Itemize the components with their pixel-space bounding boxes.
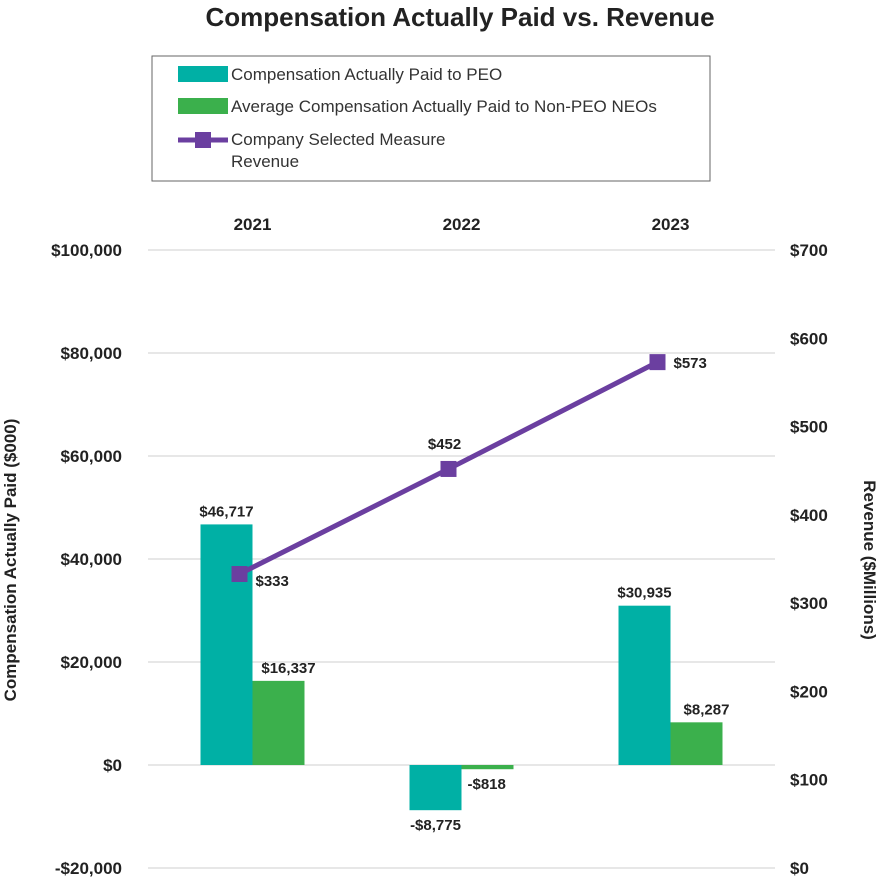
y-tick-label-right: $100 [790, 771, 828, 790]
y-tick-label-right: $200 [790, 682, 828, 701]
legend-box [151, 55, 711, 182]
x-tick-label: 2021 [234, 215, 272, 234]
y-tick-label-left: $80,000 [61, 344, 122, 363]
axes: -$20,000 $0 $20,000 $40,000 $60,000 $80,000 $1… [51, 215, 828, 878]
legend-marker-revenue [195, 132, 211, 148]
bar [461, 765, 514, 770]
y-tick-label-left: $20,000 [61, 653, 122, 672]
y-tick-label-left: -$20,000 [55, 859, 122, 878]
y-tick-label-right: $700 [790, 241, 828, 260]
data-labels: $46,717 -$8,775 $30,935 $16,337 -$818 $8,287 $… [199, 355, 729, 834]
bar [252, 680, 305, 765]
revenue-data-label: $452 [428, 436, 461, 453]
bar [409, 765, 462, 811]
revenue-data-label: $573 [674, 355, 707, 372]
revenue-marker [440, 460, 457, 477]
legend: Compensation Actually Paid to PEO Averag… [151, 55, 711, 182]
legend-swatch-neo [178, 98, 228, 114]
x-tick-label: 2023 [652, 215, 690, 234]
revenue-line [231, 354, 666, 583]
bar [618, 605, 671, 765]
legend-label-revenue-line2: Revenue [231, 152, 299, 171]
legend-label-peo: Compensation Actually Paid to PEO [231, 65, 502, 84]
revenue-marker [231, 566, 248, 583]
y-tick-label-right: $500 [790, 418, 828, 437]
bar-data-label: $8,287 [684, 701, 730, 718]
chart-title: Compensation Actually Paid vs. Revenue [205, 2, 714, 32]
bar [200, 524, 253, 765]
revenue-marker [649, 354, 666, 371]
y-tick-label-left: $100,000 [51, 241, 122, 260]
y-axis-right-title: Revenue ($Millions) [860, 480, 877, 640]
bars [200, 524, 723, 811]
bar-data-label: -$818 [468, 776, 506, 793]
y-tick-label-right: $0 [790, 859, 809, 878]
y-tick-label-left: $60,000 [61, 447, 122, 466]
y-tick-label-right: $600 [790, 329, 828, 348]
x-tick-label: 2022 [443, 215, 481, 234]
revenue-data-label: $333 [256, 573, 289, 590]
bar-data-label: -$8,775 [410, 817, 461, 834]
y-tick-label-right: $400 [790, 506, 828, 525]
bar [670, 722, 723, 765]
legend-label-revenue-line1: Company Selected Measure [231, 130, 446, 149]
y-tick-label-left: $40,000 [61, 550, 122, 569]
y-tick-label-left: $0 [103, 756, 122, 775]
bar-data-label: $46,717 [199, 503, 253, 520]
bar-data-label: $16,337 [261, 660, 315, 677]
legend-swatch-peo [178, 66, 228, 82]
legend-label-neo: Average Compensation Actually Paid to No… [231, 97, 657, 116]
y-tick-label-right: $300 [790, 594, 828, 613]
y-axis-left-title: Compensation Actually Paid ($000) [1, 419, 20, 702]
bar-data-label: $30,935 [617, 585, 671, 602]
